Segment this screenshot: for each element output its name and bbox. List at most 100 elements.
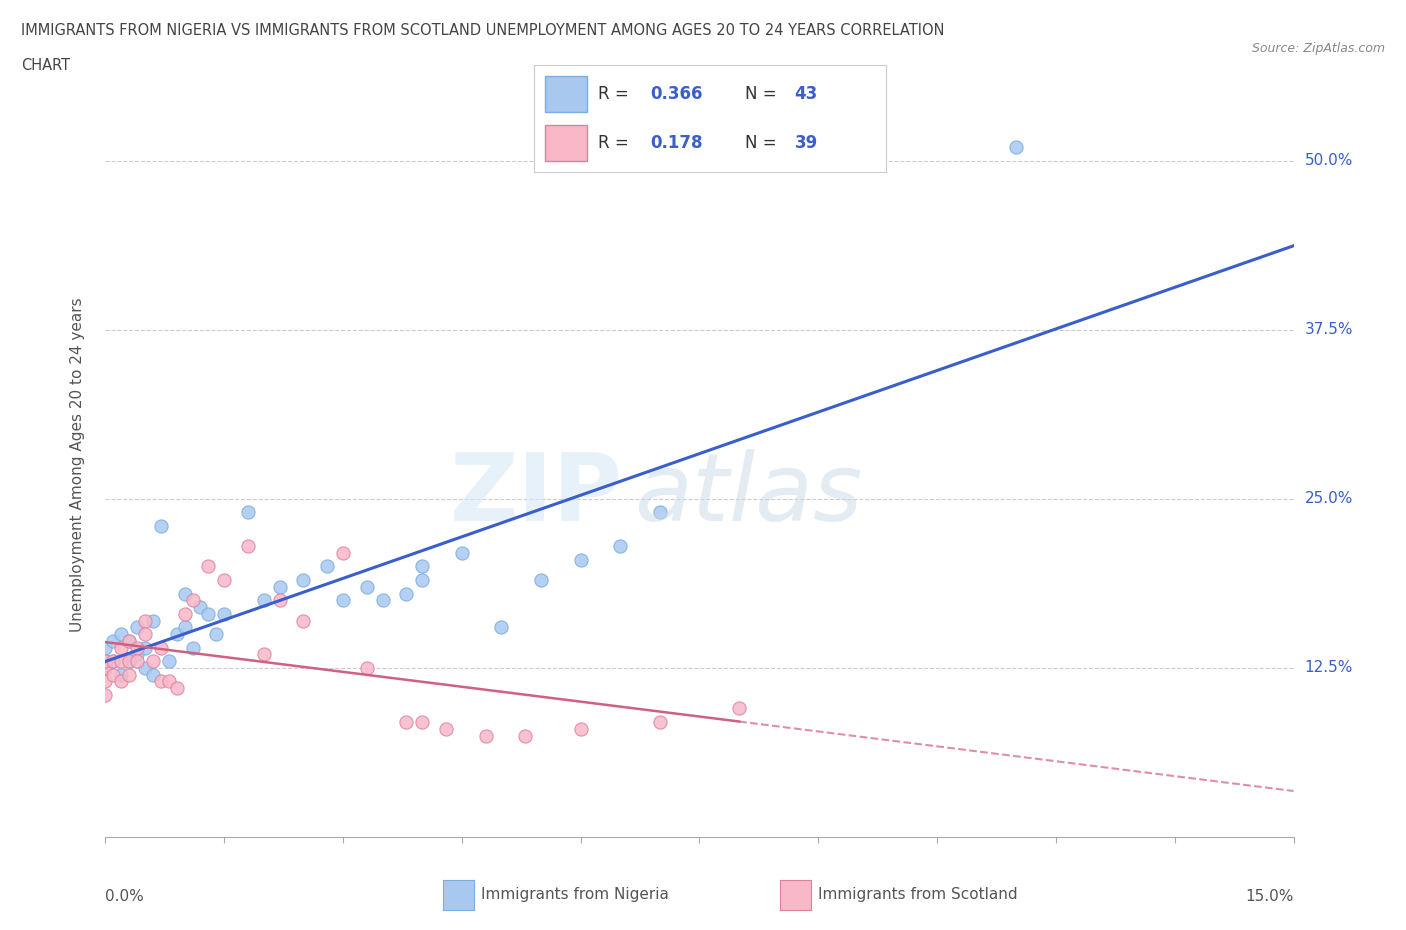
Point bbox=[205, 627, 228, 642]
Text: 43: 43 bbox=[794, 85, 818, 103]
Point bbox=[269, 592, 291, 607]
Point bbox=[103, 654, 125, 669]
Text: Immigrants from Scotland: Immigrants from Scotland bbox=[818, 887, 1018, 902]
Point bbox=[214, 573, 236, 588]
Text: IMMIGRANTS FROM NIGERIA VS IMMIGRANTS FROM SCOTLAND UNEMPLOYMENT AMONG AGES 20 T: IMMIGRANTS FROM NIGERIA VS IMMIGRANTS FR… bbox=[21, 23, 945, 38]
Point bbox=[269, 579, 291, 594]
Point bbox=[450, 546, 472, 561]
Point bbox=[197, 559, 219, 574]
Text: atlas: atlas bbox=[634, 449, 862, 540]
Text: 25.0%: 25.0% bbox=[1305, 491, 1353, 506]
Text: 50.0%: 50.0% bbox=[1305, 153, 1353, 168]
Point bbox=[166, 681, 188, 696]
Point bbox=[474, 728, 496, 743]
Point bbox=[609, 538, 631, 553]
Point bbox=[149, 674, 172, 689]
Point bbox=[127, 620, 149, 635]
Point bbox=[173, 586, 195, 601]
Point bbox=[157, 654, 180, 669]
Point bbox=[395, 586, 418, 601]
Point bbox=[181, 640, 204, 655]
Point bbox=[316, 559, 339, 574]
Point bbox=[356, 660, 378, 675]
Text: 0.0%: 0.0% bbox=[105, 889, 145, 904]
Text: CHART: CHART bbox=[21, 58, 70, 73]
Text: ZIP: ZIP bbox=[450, 449, 623, 540]
Point bbox=[166, 627, 188, 642]
Point bbox=[411, 573, 433, 588]
Point bbox=[94, 640, 117, 655]
Point bbox=[253, 647, 276, 662]
Point bbox=[236, 538, 259, 553]
Point bbox=[110, 674, 132, 689]
Text: Source: ZipAtlas.com: Source: ZipAtlas.com bbox=[1251, 42, 1385, 55]
Point bbox=[118, 667, 141, 682]
Text: N =: N = bbox=[745, 134, 782, 153]
FancyBboxPatch shape bbox=[544, 125, 588, 162]
Point bbox=[292, 573, 315, 588]
Text: 15.0%: 15.0% bbox=[1246, 889, 1294, 904]
Point bbox=[94, 687, 117, 702]
Point bbox=[395, 714, 418, 729]
Point bbox=[411, 559, 433, 574]
Point bbox=[103, 667, 125, 682]
Point bbox=[127, 654, 149, 669]
Point bbox=[332, 592, 354, 607]
Point bbox=[197, 606, 219, 621]
Point bbox=[118, 633, 141, 648]
Text: 37.5%: 37.5% bbox=[1305, 322, 1353, 338]
Text: 0.366: 0.366 bbox=[650, 85, 703, 103]
Point bbox=[236, 505, 259, 520]
Point bbox=[569, 552, 592, 567]
Point bbox=[103, 633, 125, 648]
Point bbox=[127, 640, 149, 655]
Text: 39: 39 bbox=[794, 134, 818, 153]
Point bbox=[569, 722, 592, 737]
Text: R =: R = bbox=[598, 85, 634, 103]
Point bbox=[530, 573, 553, 588]
Text: 0.178: 0.178 bbox=[650, 134, 703, 153]
Point bbox=[181, 592, 204, 607]
Point bbox=[118, 654, 141, 669]
Point bbox=[142, 613, 165, 628]
Point bbox=[134, 613, 156, 628]
Point bbox=[94, 654, 117, 669]
Point bbox=[434, 722, 457, 737]
Point bbox=[356, 579, 378, 594]
Point bbox=[118, 633, 141, 648]
Text: 12.5%: 12.5% bbox=[1305, 660, 1353, 675]
Point bbox=[110, 627, 132, 642]
Point bbox=[142, 667, 165, 682]
Point bbox=[173, 606, 195, 621]
Point bbox=[110, 654, 132, 669]
Point bbox=[110, 640, 132, 655]
Point bbox=[149, 518, 172, 533]
Point bbox=[134, 660, 156, 675]
Y-axis label: Unemployment Among Ages 20 to 24 years: Unemployment Among Ages 20 to 24 years bbox=[70, 298, 84, 632]
Point bbox=[118, 654, 141, 669]
Point bbox=[110, 667, 132, 682]
Text: N =: N = bbox=[745, 85, 782, 103]
Point bbox=[173, 620, 195, 635]
Point bbox=[648, 505, 671, 520]
Point bbox=[214, 606, 236, 621]
Text: Immigrants from Nigeria: Immigrants from Nigeria bbox=[481, 887, 669, 902]
Point bbox=[515, 728, 537, 743]
Text: R =: R = bbox=[598, 134, 634, 153]
Point bbox=[127, 647, 149, 662]
Point bbox=[411, 714, 433, 729]
Point bbox=[149, 640, 172, 655]
Point bbox=[1005, 140, 1028, 154]
Point bbox=[157, 674, 180, 689]
Point bbox=[103, 654, 125, 669]
Point bbox=[190, 600, 212, 615]
Point bbox=[491, 620, 513, 635]
Point bbox=[94, 654, 117, 669]
Point bbox=[332, 546, 354, 561]
Point bbox=[253, 592, 276, 607]
FancyBboxPatch shape bbox=[544, 76, 588, 113]
Point bbox=[728, 701, 751, 716]
Point bbox=[134, 640, 156, 655]
Point bbox=[94, 660, 117, 675]
Point bbox=[371, 592, 394, 607]
